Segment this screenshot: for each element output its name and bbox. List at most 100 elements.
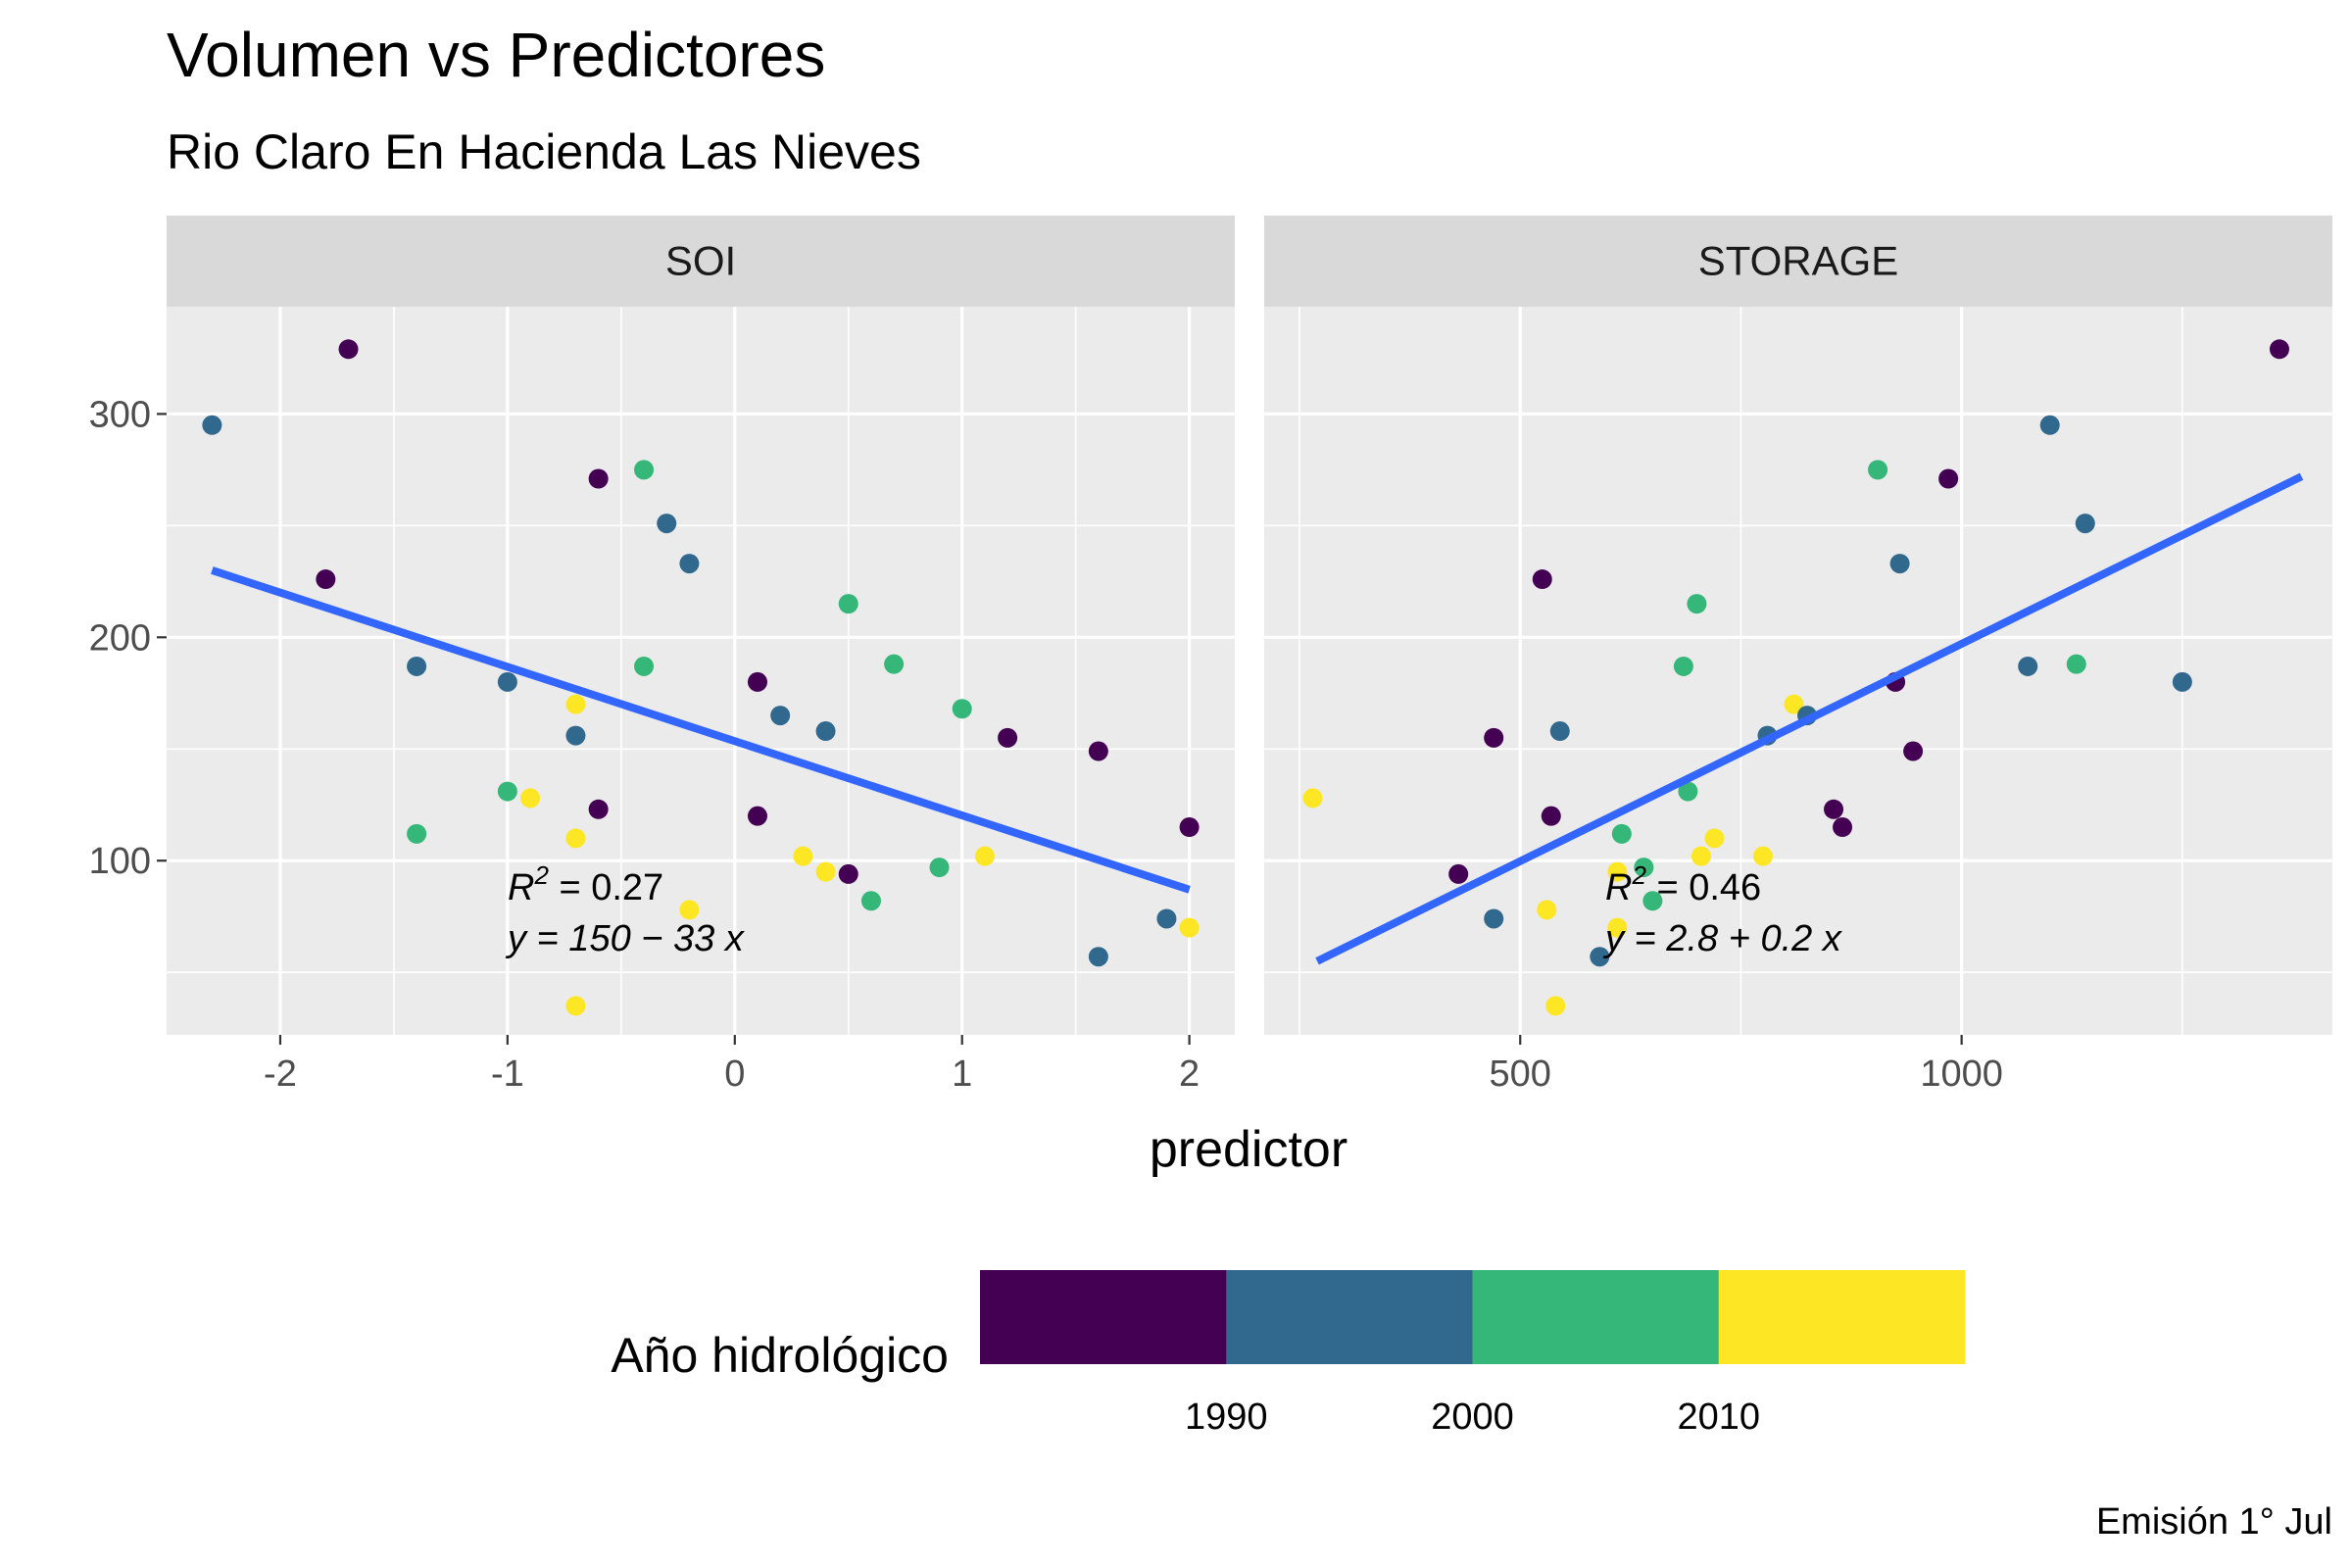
data-point — [520, 788, 541, 808]
panel-background — [1264, 307, 2332, 1035]
data-point — [747, 671, 767, 692]
x-tick-label: -1 — [491, 1054, 524, 1095]
data-point — [1868, 460, 1888, 480]
facet-strip-label: STORAGE — [1698, 238, 1899, 284]
data-point — [1607, 861, 1628, 882]
data-point — [1704, 828, 1725, 849]
data-point — [1611, 823, 1632, 844]
data-point — [2039, 415, 2060, 435]
equation-annotation: y = 2.8 + 0.2 x — [1602, 918, 1843, 959]
data-point — [679, 554, 700, 574]
data-point — [1088, 947, 1108, 967]
data-point — [565, 828, 586, 849]
data-point — [1179, 817, 1200, 838]
legend-label: 2010 — [1677, 1396, 1760, 1438]
data-point — [1156, 908, 1177, 929]
x-tick-label: 1 — [952, 1054, 972, 1095]
facet-panels: SOI -2 -1 0 1 2 100 200 300 R2 = 0.27 y = 150 − 33… — [89, 216, 2332, 1095]
data-point — [1938, 468, 1959, 489]
chart-title: Volumen vs Predictores — [167, 20, 825, 90]
equation-annotation: y = 150 − 33 x — [505, 918, 746, 959]
data-point — [1673, 656, 1693, 676]
x-tick-label: 1000 — [1920, 1054, 2003, 1095]
data-point — [838, 863, 858, 884]
data-point — [634, 656, 655, 676]
facet-strip-label: SOI — [665, 238, 736, 284]
data-point — [974, 846, 995, 866]
data-point — [657, 514, 677, 534]
data-point — [1903, 741, 1924, 761]
data-point — [202, 415, 222, 435]
x-tick-label: 2 — [1179, 1054, 1200, 1095]
chart-subtitle: Rio Claro En Hacienda Las Nieves — [167, 124, 921, 179]
data-point — [1687, 594, 1707, 614]
data-point — [998, 727, 1018, 748]
facet-panel-soi: SOI -2 -1 0 1 2 100 200 300 R2 = 0.27 y = 150 − 33… — [89, 216, 1235, 1095]
data-point — [815, 861, 836, 882]
data-point — [407, 656, 427, 676]
data-point — [2075, 514, 2095, 534]
data-point — [1690, 846, 1711, 866]
color-legend: Año hidrológico 1990 2000 2010 — [611, 1270, 1966, 1438]
y-tick-label: 100 — [89, 841, 151, 882]
legend-swatch — [1226, 1270, 1473, 1364]
legend-swatch — [980, 1270, 1227, 1364]
legend-label: 1990 — [1185, 1396, 1268, 1438]
data-point — [793, 846, 813, 866]
data-point — [565, 725, 586, 746]
data-point — [1607, 917, 1628, 938]
data-point — [407, 823, 427, 844]
legend-swatch — [1472, 1270, 1720, 1364]
data-point — [497, 671, 517, 692]
x-tick-label: -2 — [264, 1054, 297, 1095]
data-point — [1302, 788, 1323, 808]
data-point — [860, 891, 881, 911]
legend-colorbar: 1990 2000 2010 — [980, 1270, 1966, 1438]
data-point — [884, 654, 905, 674]
panel-background — [167, 307, 1235, 1035]
y-tick-label: 200 — [89, 617, 151, 659]
data-point — [679, 900, 700, 920]
data-point — [1541, 806, 1561, 826]
chart-caption: Emisión 1° Jul — [2096, 1501, 2332, 1543]
data-point — [1833, 817, 1853, 838]
facet-strip — [1264, 216, 2332, 307]
r-squared-annotation: R2 = 0.27 — [508, 860, 663, 908]
data-point — [565, 694, 586, 714]
data-point — [1484, 908, 1504, 929]
legend-title: Año hidrológico — [611, 1328, 949, 1383]
x-axis-title: predictor — [1150, 1121, 1348, 1178]
legend-swatch — [1718, 1270, 1966, 1364]
facet-strip — [167, 216, 1235, 307]
data-point — [815, 721, 836, 742]
data-point — [1634, 858, 1654, 878]
y-tick-label: 300 — [89, 394, 151, 435]
facet-panel-storage: STORAGE 500 1000 R2 = 0.46 y = 2.8 + 0.2 x — [1264, 216, 2332, 1095]
data-point — [1549, 721, 1570, 742]
data-point — [929, 858, 950, 878]
data-point — [2269, 339, 2289, 360]
data-point — [1678, 781, 1698, 802]
data-point — [952, 699, 972, 719]
data-point — [588, 468, 609, 489]
x-tick-label: 500 — [1490, 1054, 1551, 1095]
data-point — [1537, 900, 1557, 920]
data-point — [1590, 947, 1610, 967]
data-point — [2018, 656, 2038, 676]
data-point — [565, 996, 586, 1016]
regression-line — [1315, 472, 2304, 965]
data-point — [838, 594, 858, 614]
legend-label: 2000 — [1431, 1396, 1514, 1438]
data-point — [2172, 671, 2192, 692]
data-point — [747, 806, 767, 826]
data-point — [1784, 694, 1804, 714]
data-point — [770, 706, 791, 726]
data-point — [1642, 891, 1663, 911]
data-point — [1889, 554, 1910, 574]
regression-line — [211, 566, 1191, 894]
data-point — [1752, 846, 1773, 866]
data-point — [1179, 917, 1200, 938]
data-point — [1824, 799, 1844, 819]
data-point — [497, 781, 517, 802]
